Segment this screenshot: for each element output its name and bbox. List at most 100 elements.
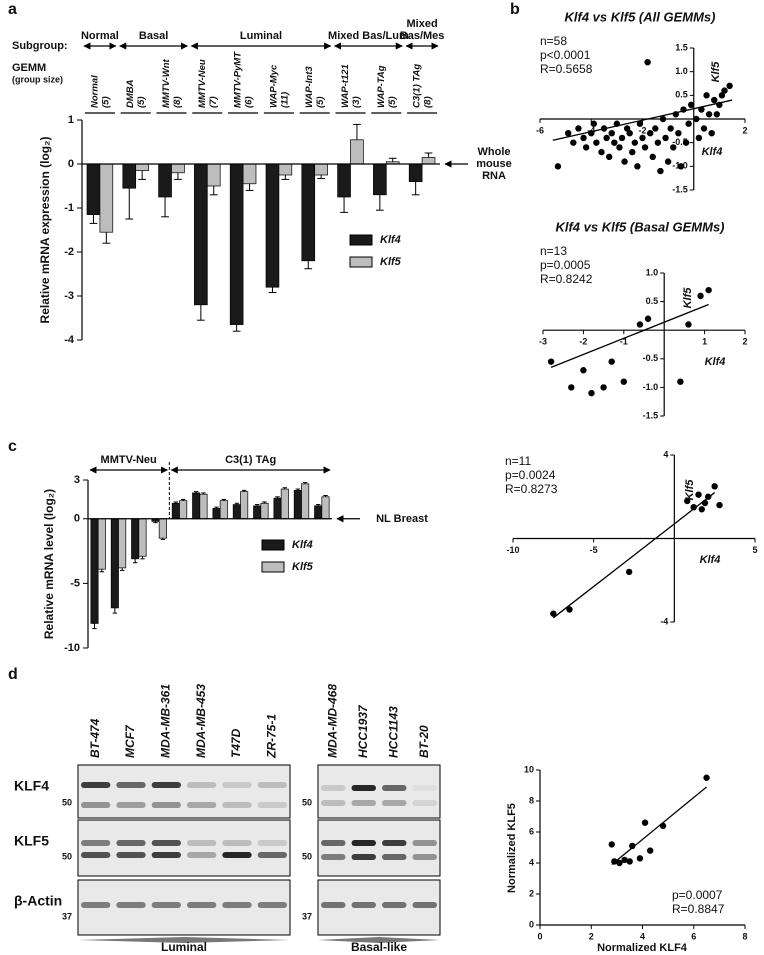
panel-label: c: [8, 438, 17, 455]
point: [636, 321, 644, 328]
point: [684, 497, 691, 505]
point: [644, 315, 652, 322]
bar: [301, 483, 310, 520]
lane-label: MCF7: [123, 724, 137, 758]
wrapped-label: Whole mouse RNA: [476, 145, 512, 183]
stat-label: n=11: [505, 454, 531, 468]
category-label: WAP-t121: [340, 64, 351, 108]
point: [570, 139, 577, 146]
bar: [122, 163, 137, 189]
point: [623, 125, 631, 132]
stat-label: n=58: [540, 34, 567, 48]
error-bar: [138, 170, 147, 180]
y-tick-label: 1.0: [646, 267, 659, 277]
blot-band: [116, 902, 146, 908]
bar: [373, 163, 387, 196]
point: [693, 115, 700, 123]
point: [713, 111, 721, 118]
error-bar: [234, 502, 240, 505]
group-size: (5): [136, 96, 147, 108]
blot-band: [257, 802, 287, 808]
error-bar: [340, 197, 348, 213]
blot-band: [351, 854, 376, 860]
point: [616, 144, 623, 151]
y-tick-label: 4: [529, 857, 534, 867]
category-label: WAP-Myc: [268, 64, 279, 108]
point: [600, 384, 607, 391]
point: [636, 120, 644, 127]
x-tick-label: 1: [702, 337, 707, 347]
error-bar: [132, 558, 138, 564]
point: [703, 774, 710, 781]
x-tick-label: -2: [579, 337, 587, 347]
y-tick-label: -1.5: [643, 410, 659, 420]
point: [675, 130, 682, 137]
point: [711, 96, 718, 104]
point: [636, 855, 644, 862]
blot-band: [321, 854, 346, 860]
point: [716, 501, 723, 509]
x-tick-label: 6: [691, 931, 696, 941]
error-bar: [119, 567, 125, 571]
point: [641, 819, 649, 826]
bar: [158, 163, 172, 198]
point: [705, 286, 712, 294]
y-tick-label: 3: [74, 474, 80, 486]
error-bar: [209, 186, 218, 196]
point: [687, 101, 695, 109]
bar: [278, 163, 293, 176]
bar: [260, 502, 269, 520]
stat-label: R=0.8273: [505, 482, 558, 496]
bar: [301, 163, 316, 262]
error-bar: [92, 623, 97, 630]
bar: [337, 163, 351, 198]
subgroup-label: Subgroup:: [12, 40, 68, 52]
point: [626, 858, 633, 865]
point: [625, 568, 633, 576]
blot-band: [321, 902, 346, 908]
point: [605, 153, 613, 161]
mw-marker: 37: [302, 911, 312, 921]
y-tick-label: -4: [64, 334, 75, 346]
stat-label: R=0.8847: [672, 902, 725, 916]
point: [639, 134, 646, 142]
point: [695, 491, 702, 498]
stat-label: R=0.8242: [540, 272, 593, 286]
point: [593, 139, 600, 146]
legend-label: Klf5: [292, 561, 314, 573]
error-bar: [112, 607, 118, 614]
label-box: Luminal: [240, 30, 282, 42]
error-bar: [302, 482, 308, 484]
fit-line: [552, 99, 733, 141]
y-axis-label: Relative mRNA expression (log₂): [38, 137, 52, 324]
blot-band: [412, 800, 437, 806]
blot-band: [81, 802, 111, 808]
point: [646, 130, 654, 137]
blot-band: [81, 782, 111, 788]
point: [626, 130, 633, 137]
blot-band: [412, 785, 437, 791]
bar: [171, 163, 185, 174]
error-bar: [241, 489, 247, 492]
x-tick-label: -1: [620, 337, 628, 347]
blot-band: [321, 840, 346, 846]
legend-label: Klf4: [292, 539, 313, 551]
error-bar: [89, 214, 98, 224]
lane-label: HCC1143: [386, 706, 400, 758]
error-bar: [221, 498, 227, 501]
group-size: (5): [315, 96, 326, 108]
blot-band: [412, 840, 437, 846]
stat-label: p<0.0001: [540, 48, 591, 62]
error-bar: [102, 232, 111, 244]
legend-swatch: [349, 234, 373, 246]
category-label: Normal: [89, 75, 100, 108]
blot-panel: [77, 819, 291, 877]
x-tick-label: 2: [589, 931, 594, 941]
y-tick-label: 1.5: [675, 42, 688, 52]
category-label: DMBA: [125, 79, 136, 108]
x-tick-label: -10: [506, 545, 519, 555]
error-bar: [388, 157, 397, 162]
blot-band: [222, 840, 252, 846]
blot-band: [81, 840, 111, 846]
bar: [240, 491, 249, 520]
